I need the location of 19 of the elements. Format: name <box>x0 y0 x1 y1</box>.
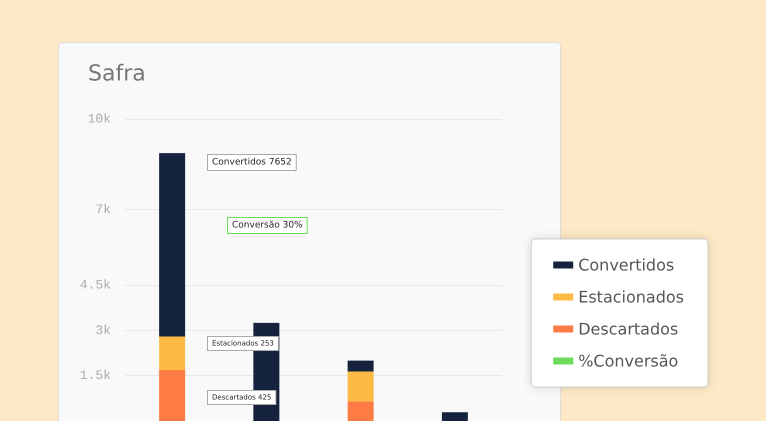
bar <box>348 360 374 372</box>
legend-label: %Conversão <box>578 352 678 370</box>
annotation: Conversão 30% <box>232 220 304 230</box>
y-tick-label: 7k <box>95 202 112 218</box>
bar <box>348 401 374 421</box>
bar <box>348 371 374 402</box>
y-tick-label: 1.5k <box>80 368 112 384</box>
y-tick-label: 10k <box>88 112 112 126</box>
bar <box>159 370 186 421</box>
bar <box>159 336 186 370</box>
y-tick-label: 4.5k <box>80 278 112 293</box>
legend-label: Convertidos <box>578 256 674 274</box>
legend-label: Estacionados <box>578 288 684 306</box>
bar <box>159 153 186 336</box>
annotation: Convertidos 7652 <box>212 158 292 168</box>
bar <box>442 412 468 421</box>
y-tick-label: 3k <box>95 322 112 338</box>
legend-label: Descartados <box>578 320 678 338</box>
chart-title: Safra <box>88 62 146 86</box>
